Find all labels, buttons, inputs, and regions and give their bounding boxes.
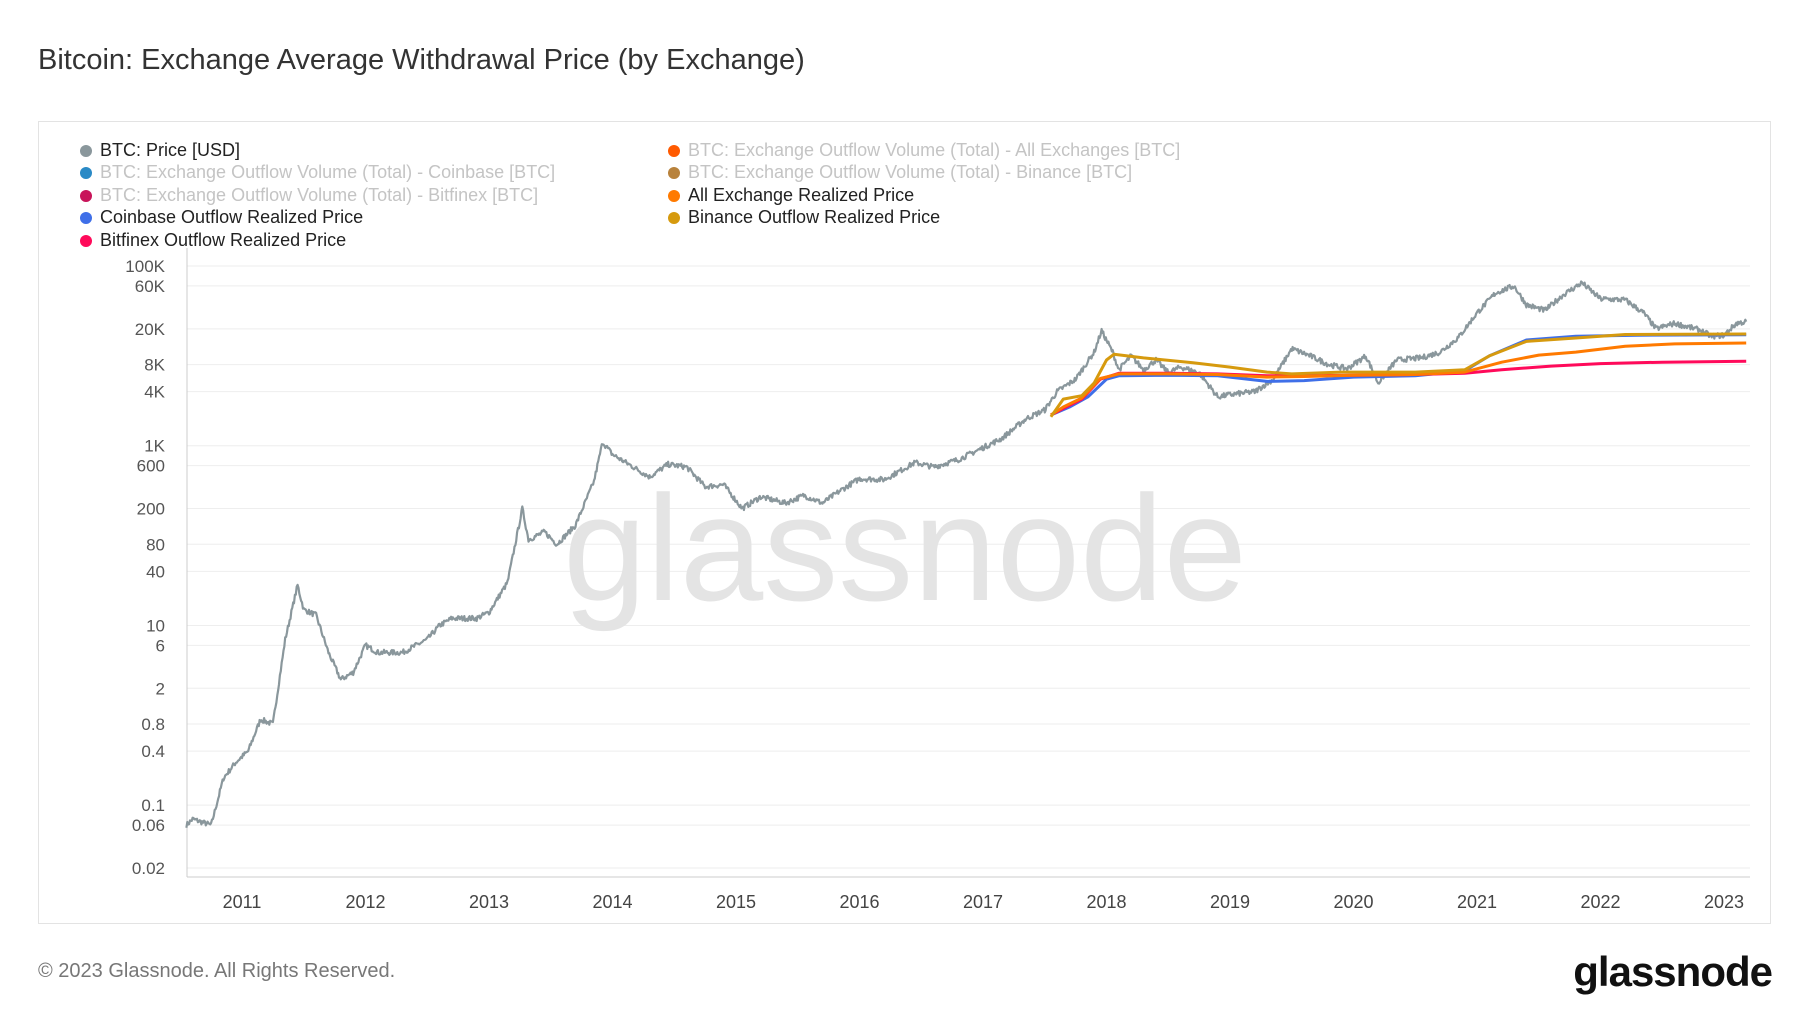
legend-dot-icon bbox=[668, 166, 680, 179]
x-tick-label: 2018 bbox=[1086, 892, 1126, 912]
watermark: glassnode bbox=[563, 464, 1247, 632]
x-tick-label: 2011 bbox=[223, 892, 262, 912]
legend-label: BTC: Exchange Outflow Volume (Total) - A… bbox=[688, 140, 1181, 160]
legend-dot-icon bbox=[80, 144, 92, 157]
legend-item[interactable]: BTC: Exchange Outflow Volume (Total) - B… bbox=[80, 185, 538, 206]
x-tick-label: 2023 bbox=[1704, 892, 1744, 912]
legend-label: Bitfinex Outflow Realized Price bbox=[100, 230, 347, 250]
y-tick-label: 2 bbox=[156, 679, 165, 698]
y-tick-label: 1K bbox=[144, 437, 165, 456]
y-tick-label: 10 bbox=[146, 616, 165, 635]
y-tick-label: 0.4 bbox=[141, 742, 165, 761]
y-tick-label: 0.1 bbox=[141, 796, 165, 815]
x-tick-label: 2021 bbox=[1457, 892, 1497, 912]
y-tick-label: 0.06 bbox=[132, 816, 165, 835]
y-tick-label: 4K bbox=[144, 383, 165, 402]
copyright: © 2023 Glassnode. All Rights Reserved. bbox=[38, 960, 396, 982]
legend-label: BTC: Price [USD] bbox=[100, 140, 241, 160]
series-line-btc-price bbox=[185, 280, 1748, 828]
x-tick-label: 2013 bbox=[469, 892, 509, 912]
y-tick-label: 100K bbox=[125, 257, 165, 276]
x-tick-label: 2022 bbox=[1580, 892, 1620, 912]
x-tick-label: 2015 bbox=[716, 892, 756, 912]
y-tick-label: 80 bbox=[146, 535, 165, 554]
legend-dot-icon bbox=[668, 211, 680, 224]
legend-dot-icon bbox=[80, 211, 92, 224]
y-tick-label: 6 bbox=[156, 636, 165, 655]
legend-label: BTC: Exchange Outflow Volume (Total) - B… bbox=[100, 185, 539, 205]
legend-item[interactable]: BTC: Exchange Outflow Volume (Total) - C… bbox=[80, 162, 555, 183]
legend-dot-icon bbox=[80, 234, 92, 247]
legend-item[interactable]: All Exchange Realized Price bbox=[668, 185, 914, 206]
legend-label: All Exchange Realized Price bbox=[688, 185, 915, 205]
x-tick-label: 2014 bbox=[592, 892, 632, 912]
series-line-all-exchange-realized-price bbox=[1050, 341, 1747, 417]
y-tick-label: 40 bbox=[146, 562, 165, 581]
legend-label: BTC: Exchange Outflow Volume (Total) - C… bbox=[100, 162, 556, 182]
y-tick-label: 0.8 bbox=[141, 715, 165, 734]
y-tick-label: 200 bbox=[137, 500, 165, 519]
legend-dot-icon bbox=[80, 166, 92, 179]
legend-dot-icon bbox=[668, 144, 680, 157]
y-tick-label: 0.02 bbox=[132, 859, 165, 878]
glassnode-logo: glassnode bbox=[1573, 948, 1773, 995]
x-tick-label: 2016 bbox=[839, 892, 879, 912]
legend-label: Coinbase Outflow Realized Price bbox=[100, 207, 364, 227]
legend-item[interactable]: BTC: Exchange Outflow Volume (Total) - B… bbox=[668, 162, 1132, 183]
legend-item[interactable]: Coinbase Outflow Realized Price bbox=[80, 207, 363, 228]
legend-dot-icon bbox=[668, 189, 680, 202]
legend-item[interactable]: Bitfinex Outflow Realized Price bbox=[80, 230, 346, 251]
x-tick-label: 2019 bbox=[1210, 892, 1250, 912]
series-line-binance-outflow-realized-price bbox=[1049, 332, 1747, 418]
y-tick-label: 20K bbox=[135, 320, 166, 339]
x-tick-label: 2020 bbox=[1333, 892, 1373, 912]
legend-label: BTC: Exchange Outflow Volume (Total) - B… bbox=[688, 162, 1133, 182]
legend-dot-icon bbox=[80, 189, 92, 202]
x-tick-label: 2017 bbox=[963, 892, 1003, 912]
chart-frame bbox=[38, 121, 1771, 924]
legend-label: Binance Outflow Realized Price bbox=[688, 207, 941, 227]
y-tick-label: 600 bbox=[137, 457, 165, 476]
legend-item[interactable]: BTC: Exchange Outflow Volume (Total) - A… bbox=[668, 140, 1180, 161]
y-tick-label: 8K bbox=[144, 356, 165, 375]
y-tick-label: 60K bbox=[135, 277, 166, 296]
chart-title: Bitcoin: Exchange Average Withdrawal Pri… bbox=[38, 44, 805, 76]
x-tick-label: 2012 bbox=[345, 892, 385, 912]
legend-item[interactable]: BTC: Price [USD] bbox=[80, 140, 240, 161]
legend-item[interactable]: Binance Outflow Realized Price bbox=[668, 207, 940, 228]
